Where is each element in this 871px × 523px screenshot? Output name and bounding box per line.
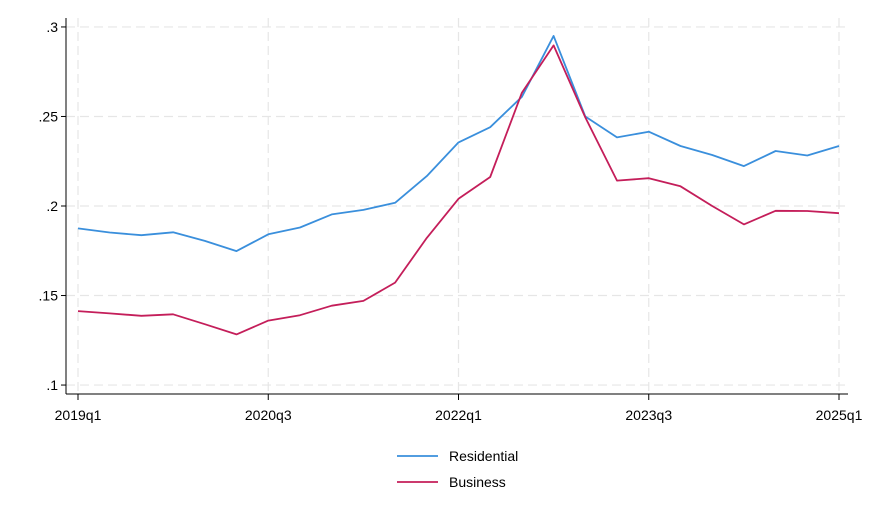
series-line-business	[77, 44, 840, 336]
series-lines	[77, 35, 840, 336]
axes: .1 .15 .2 .25 .3 2019q1 2020q3 2022q1 2023q3 2025…	[39, 18, 863, 423]
y-tick-label: .3	[46, 19, 58, 35]
x-tick-label: 2025q1	[816, 407, 863, 423]
gridlines	[66, 18, 848, 394]
y-tick-label: .25	[39, 108, 59, 124]
y-tick-label: .1	[46, 377, 58, 393]
legend: Residential Business	[397, 448, 518, 490]
legend-label-residential: Residential	[449, 448, 518, 464]
y-tick-label: .2	[46, 198, 58, 214]
legend-label-business: Business	[449, 474, 506, 490]
x-tick-label: 2023q3	[625, 407, 672, 423]
y-tick-label: .15	[39, 288, 59, 304]
x-tick-label: 2022q1	[435, 407, 482, 423]
series-line-residential	[77, 35, 840, 253]
x-tick-label: 2019q1	[55, 407, 102, 423]
x-tick-label: 2020q3	[245, 407, 292, 423]
